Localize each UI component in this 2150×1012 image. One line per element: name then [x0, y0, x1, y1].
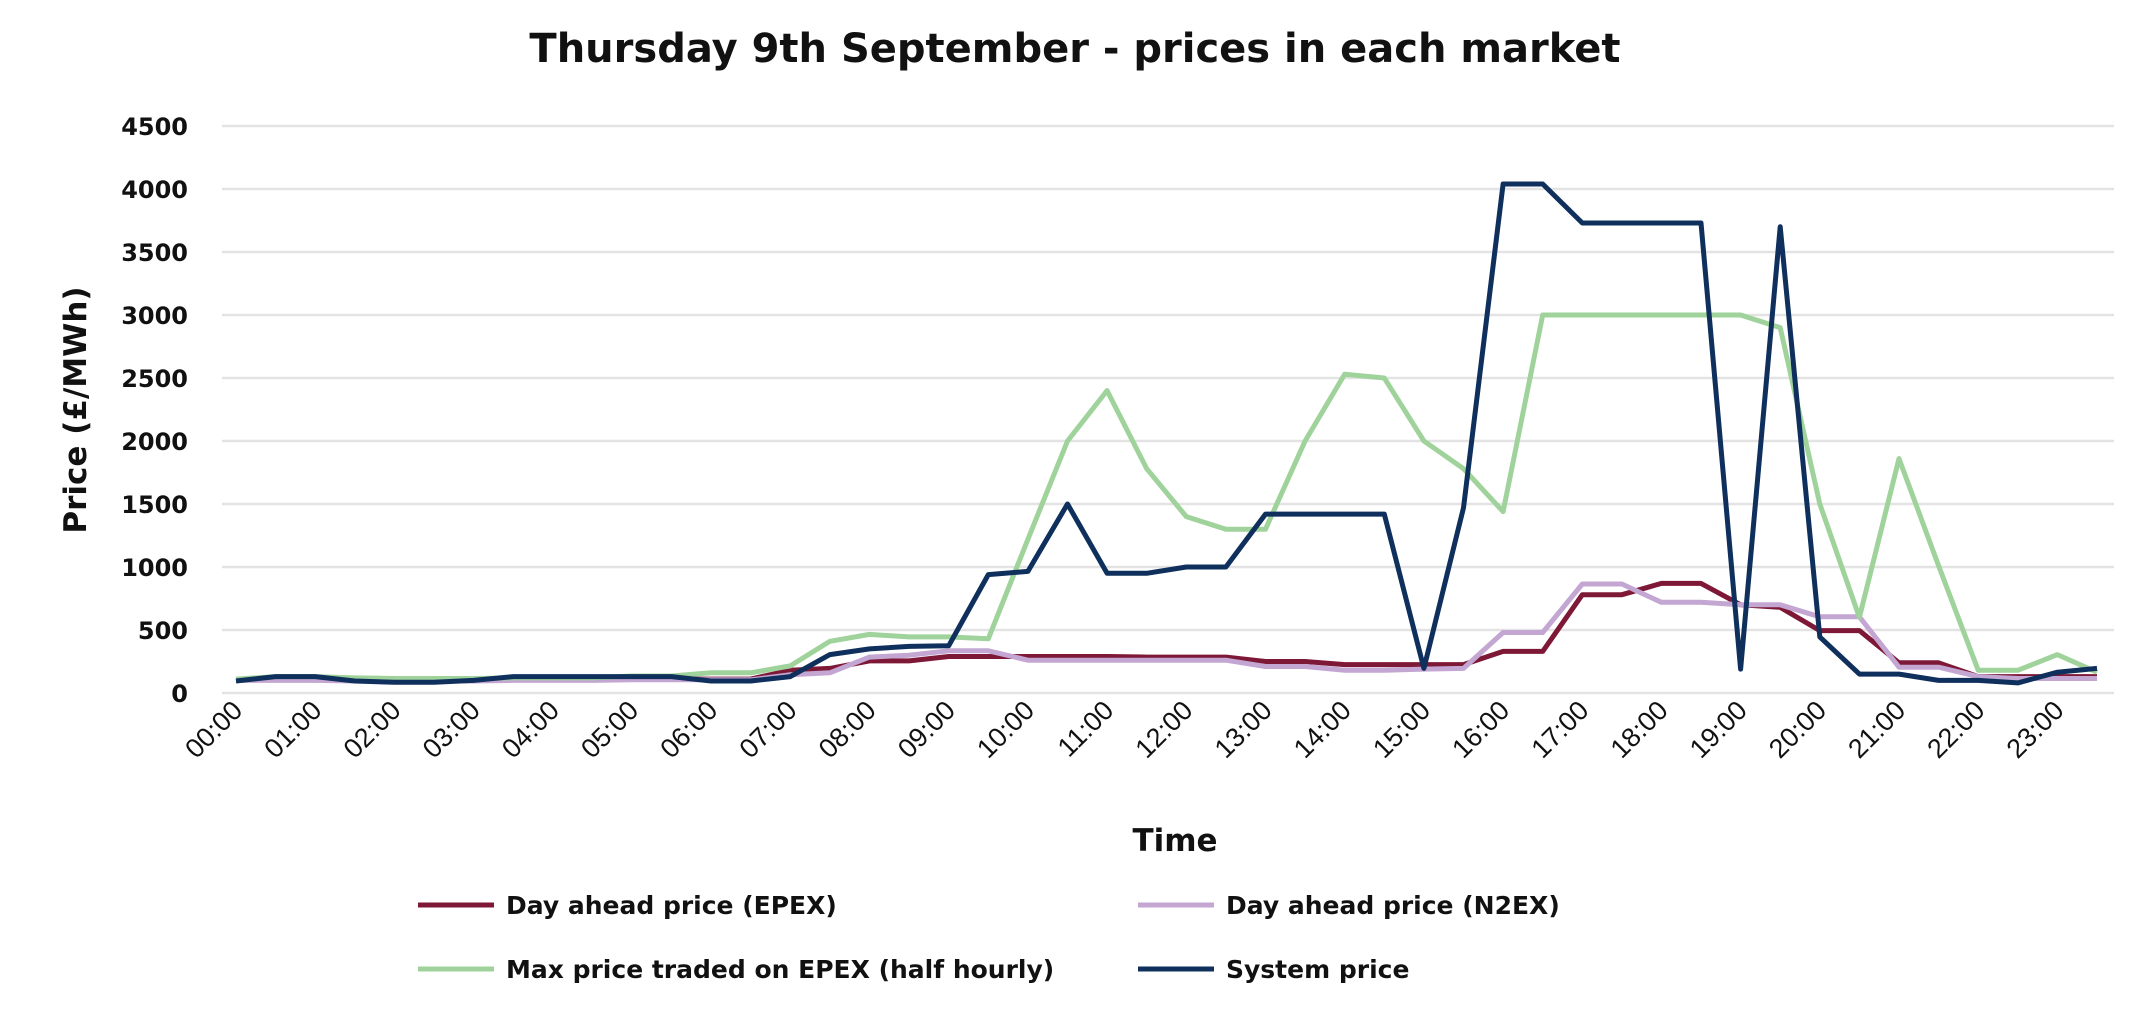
legend-label: Day ahead price (N2EX) — [1226, 891, 1560, 920]
y-tick-label: 3000 — [121, 302, 188, 330]
x-tick-label: 08:00 — [813, 695, 882, 764]
x-axis-ticks: 00:00 01:00 02:00 03:00 04:00 05:00 06:00 07:00… — [179, 695, 2069, 764]
chart-title: Thursday 9th September - prices in each … — [529, 26, 1620, 72]
y-tick-label: 0 — [171, 680, 188, 708]
x-tick-label: 03:00 — [417, 695, 486, 764]
x-tick-label: 06:00 — [654, 695, 723, 764]
legend-item: Max price traded on EPEX (half hourly) — [418, 955, 1054, 984]
x-tick-label: 20:00 — [1763, 695, 1832, 764]
y-axis-title: Price (£/MWh) — [58, 286, 94, 533]
y-axis-ticks: 0 500 1000 1500 2000 2500 3000 3500 4000 4500 — [121, 113, 188, 708]
legend-label: System price — [1226, 955, 1409, 984]
legend-item: Day ahead price (N2EX) — [1138, 891, 1560, 920]
x-tick-label: 22:00 — [1921, 695, 1990, 764]
x-tick-label: 23:00 — [2001, 695, 2070, 764]
y-tick-label: 3500 — [121, 239, 188, 267]
legend-item: System price — [1138, 955, 1409, 984]
x-tick-label: 04:00 — [496, 695, 565, 764]
x-tick-label: 10:00 — [971, 695, 1040, 764]
x-tick-label: 07:00 — [734, 695, 803, 764]
x-tick-label: 11:00 — [1052, 695, 1120, 763]
x-tick-label: 14:00 — [1288, 695, 1357, 764]
x-tick-label: 17:00 — [1525, 695, 1594, 764]
series-lines — [235, 181, 2099, 686]
x-tick-label: 21:00 — [1842, 695, 1911, 764]
x-tick-label: 01:00 — [258, 695, 327, 764]
x-tick-label: 05:00 — [575, 695, 644, 764]
y-tick-label: 500 — [138, 617, 188, 645]
legend: Day ahead price (EPEX) Day ahead price (N… — [418, 891, 1560, 984]
x-tick-label: 02:00 — [338, 695, 407, 764]
x-tick-label: 00:00 — [179, 695, 248, 764]
y-tick-label: 2500 — [121, 365, 188, 393]
legend-label: Max price traded on EPEX (half hourly) — [506, 955, 1054, 984]
x-tick-label: 16:00 — [1446, 695, 1515, 764]
x-tick-label: 13:00 — [1209, 695, 1278, 764]
x-axis-title: Time — [1132, 823, 1217, 859]
y-tick-label: 2000 — [121, 428, 188, 456]
x-tick-label: 09:00 — [892, 695, 961, 764]
legend-label: Day ahead price (EPEX) — [506, 891, 837, 920]
gridlines — [222, 124, 2114, 695]
series-line-1 — [236, 581, 2097, 684]
y-tick-label: 1500 — [121, 491, 188, 519]
series-line-3 — [235, 181, 2098, 686]
x-tick-label: 15:00 — [1367, 695, 1436, 764]
y-tick-label: 1000 — [121, 554, 188, 582]
legend-item: Day ahead price (EPEX) — [418, 891, 837, 920]
y-tick-label: 4500 — [121, 113, 188, 141]
y-tick-label: 4000 — [121, 176, 188, 204]
x-tick-label: 18:00 — [1605, 695, 1674, 764]
x-tick-label: 12:00 — [1130, 695, 1199, 764]
x-tick-label: 19:00 — [1684, 695, 1753, 764]
